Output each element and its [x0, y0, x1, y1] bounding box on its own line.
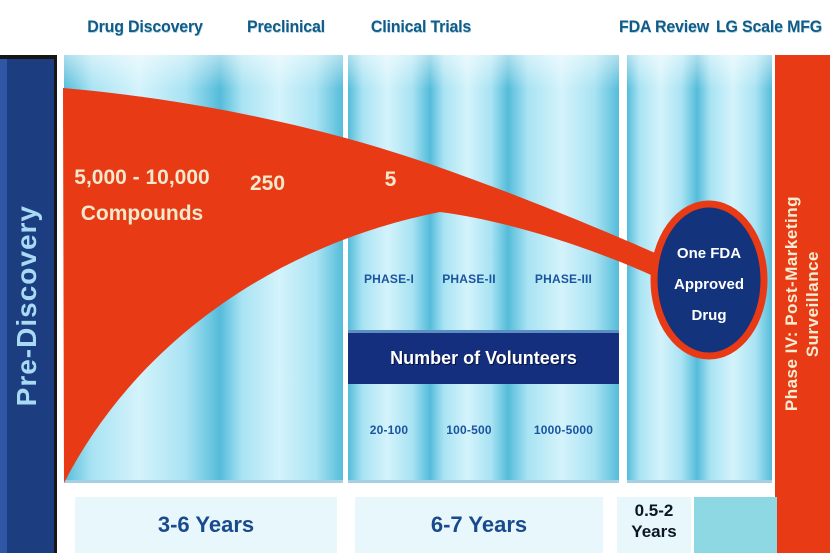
approved-drug-line2: Approved: [673, 276, 744, 293]
column-group-clinical-trials: [348, 55, 619, 483]
phase4-surveillance-bar: Phase IV: Post-Marketing Surveillance: [775, 55, 830, 553]
phase4-label-line1: Phase IV: Post-Marketing: [782, 196, 801, 412]
volunteers-banner-title: Number of Volunteers: [390, 348, 577, 368]
timeline-fda-years-line2: Years: [631, 522, 677, 541]
pre-discovery-bar: Pre-Discovery: [0, 55, 57, 553]
volunteers-banner: Number of Volunteers: [348, 330, 619, 384]
header-drug-discovery: Drug Discovery: [87, 17, 203, 36]
phase1-label: PHASE-I: [363, 272, 415, 286]
phase3-label: PHASE-III: [534, 272, 593, 286]
timeline-fda-years: 0.5-2 Years: [617, 497, 691, 553]
approved-drug-line3: Drug: [691, 307, 727, 324]
clinical-count-label: 5: [384, 168, 397, 191]
column-cylinder-drug-discovery: [64, 55, 220, 480]
approved-drug-label: One FDA Approved Drug: [659, 238, 759, 331]
column-cylinder-phase1: [348, 55, 430, 480]
column-cylinder-phase3: [508, 55, 619, 480]
timeline-clinical-years: 6-7 Years: [355, 497, 603, 553]
timeline-mfg-block: [694, 497, 777, 553]
timeline-fda-years-line1: 0.5-2: [634, 501, 674, 520]
compounds-word: Compounds: [80, 202, 204, 225]
column-cylinder-phase2: [430, 55, 508, 480]
pre-discovery-label: Pre-Discovery: [11, 205, 42, 407]
phase2-volunteers: 100-500: [446, 423, 492, 437]
phase1-volunteers: 20-100: [369, 423, 409, 437]
compounds-count-label: 5,000 - 10,000 Compounds: [66, 160, 218, 232]
header-clinical-trials: Clinical Trials: [370, 17, 472, 36]
phase4-label-line2: Surveillance: [803, 250, 822, 358]
approved-drug-line1: One FDA: [676, 245, 742, 262]
column-cylinder-preclinical: [220, 55, 343, 480]
header-fda-review: FDA Review: [619, 17, 709, 36]
header-preclinical: Preclinical: [247, 17, 325, 36]
phase3-volunteers: 1000-5000: [533, 423, 594, 437]
column-group-discovery-preclinical: [64, 55, 343, 483]
header-lg-scale-mfg: LG Scale MFG: [715, 17, 823, 36]
preclinical-count-label: 250: [249, 172, 286, 195]
phase2-label: PHASE-II: [442, 272, 496, 286]
timeline-discovery-years: 3-6 Years: [75, 497, 337, 553]
compounds-range: 5,000 - 10,000: [74, 166, 210, 189]
